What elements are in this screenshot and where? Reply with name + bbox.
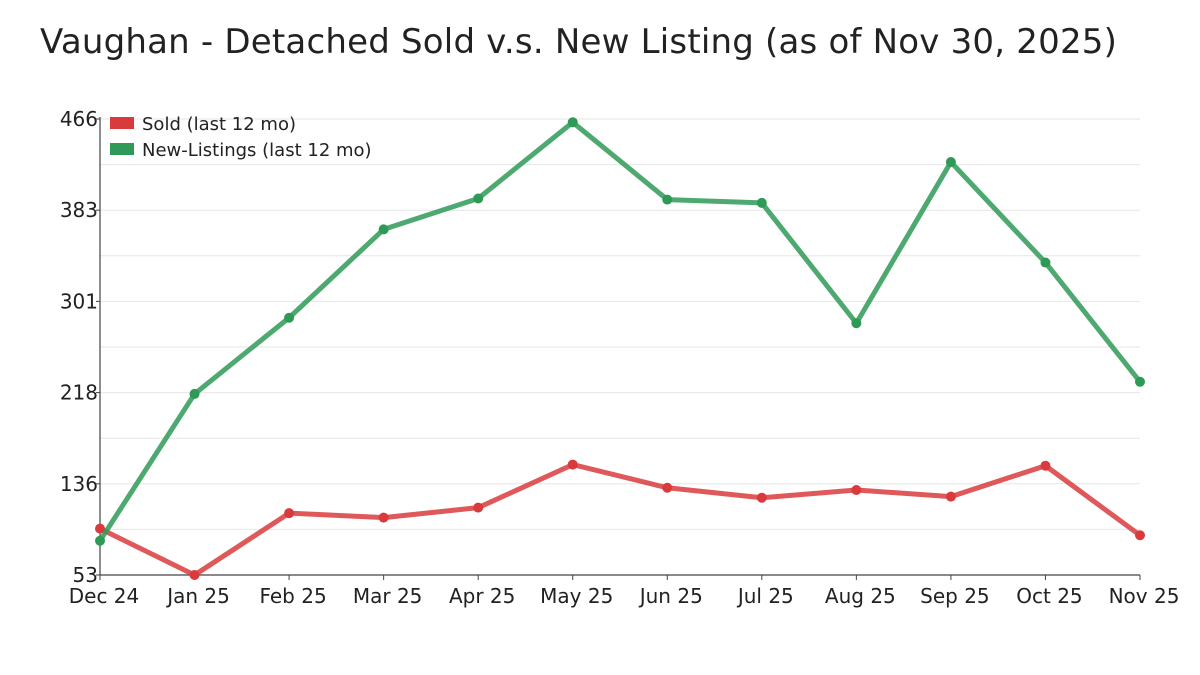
y-tick-label: 383 xyxy=(60,198,98,222)
y-tick-label: 301 xyxy=(60,289,98,313)
data-point-new-listings xyxy=(189,388,200,399)
data-point-sold xyxy=(851,484,862,495)
x-tick-label: Jun 25 xyxy=(638,584,703,608)
legend-swatch xyxy=(110,143,134,155)
data-point-new-listings xyxy=(1040,257,1051,268)
data-point-new-listings xyxy=(945,157,956,168)
x-tick-label: Oct 25 xyxy=(1016,584,1082,608)
data-point-new-listings xyxy=(1135,376,1145,387)
data-point-sold xyxy=(284,508,295,519)
legend-label: New-Listings (last 12 mo) xyxy=(142,140,372,161)
data-point-sold xyxy=(95,523,105,534)
data-point-sold xyxy=(662,482,673,493)
data-point-sold xyxy=(189,570,200,580)
axes xyxy=(99,117,1140,576)
legend-label: Sold (last 12 mo) xyxy=(142,114,296,135)
data-point-new-listings xyxy=(851,318,862,329)
y-axis-ticks: 53 136 218 301 383 466 xyxy=(60,107,100,587)
x-tick-label: Sep 25 xyxy=(920,584,990,608)
data-point-sold xyxy=(1040,460,1051,471)
x-tick-label: Aug 25 xyxy=(825,584,896,608)
series-lines xyxy=(95,117,1145,580)
gridlines xyxy=(100,118,1140,530)
x-tick-label: Mar 25 xyxy=(353,584,423,608)
data-point-new-listings xyxy=(756,197,767,208)
x-axis-ticks: Dec 24 Jan 25 Feb 25 Mar 25 Apr 25 May 25 Jun … xyxy=(69,575,1180,608)
y-tick-label: 466 xyxy=(60,107,98,131)
data-point-sold xyxy=(378,512,389,523)
y-tick-label: 136 xyxy=(60,472,98,496)
data-point-new-listings xyxy=(473,193,484,204)
x-tick-label: Nov 25 xyxy=(1109,584,1180,608)
series-line-new-listings xyxy=(97,119,1143,544)
data-point-new-listings xyxy=(95,535,105,546)
series-line-sold xyxy=(97,462,1143,578)
legend-swatch xyxy=(110,117,134,129)
legend: Sold (last 12 mo) New-Listings (last 12 m… xyxy=(110,114,372,161)
data-point-sold xyxy=(756,492,767,503)
data-point-sold xyxy=(1135,530,1145,541)
x-tick-label: Dec 24 xyxy=(69,584,140,608)
y-tick-label: 218 xyxy=(60,381,98,405)
x-tick-label: Jan 25 xyxy=(165,584,230,608)
x-tick-label: Feb 25 xyxy=(259,584,326,608)
data-point-sold xyxy=(567,459,578,470)
data-point-new-listings xyxy=(378,224,389,235)
data-point-new-listings xyxy=(662,194,673,205)
x-tick-label: Jul 25 xyxy=(736,584,794,608)
data-point-sold xyxy=(945,491,956,502)
y-tick-label: 53 xyxy=(73,563,98,587)
data-point-sold xyxy=(473,502,484,513)
data-point-new-listings xyxy=(567,117,578,128)
x-tick-label: May 25 xyxy=(540,584,613,608)
data-point-new-listings xyxy=(284,312,295,323)
x-tick-label: Apr 25 xyxy=(449,584,515,608)
chart-title: Vaughan - Detached Sold v.s. New Listing… xyxy=(40,22,1118,62)
